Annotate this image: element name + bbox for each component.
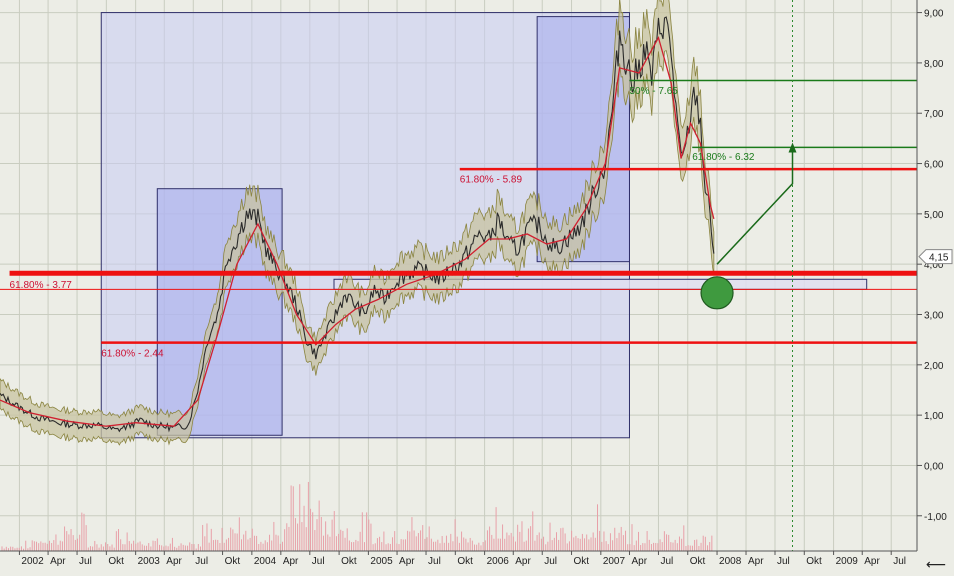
x-tick-label: Apr	[864, 556, 880, 567]
x-tick-label: Apr	[631, 556, 647, 567]
x-axis: 2002 Apr Jul Okt 2003 Apr Jul Okt 2004 Apr Jul Okt 2…	[0, 550, 917, 567]
x-tick-label: Apr	[748, 556, 764, 567]
x-tick-label: Jul	[79, 556, 92, 567]
x-tick-label: Okt	[574, 556, 590, 567]
y-tick-label: 7,00	[924, 109, 944, 120]
retracement-label: 61.80% - 5.89	[460, 175, 523, 186]
x-tick-label: Jul	[893, 556, 906, 567]
y-tick-label: -1,00	[924, 512, 947, 523]
x-tick-label: Jul	[544, 556, 557, 567]
y-tick-label: 1,00	[924, 411, 944, 422]
retracement-label: 61.80% - 3.77	[10, 280, 73, 291]
y-tick-label: 9,00	[924, 9, 944, 20]
projection-arrow	[716, 148, 794, 265]
arrow-left-icon: ⟵	[926, 557, 946, 573]
y-tick-label: 5,00	[924, 210, 944, 221]
support-marker	[700, 276, 734, 310]
retracement-label: 61.80% - 6.32	[692, 152, 755, 163]
last-price-badge-shape	[918, 249, 953, 265]
y-tick-label: 3,00	[924, 310, 944, 321]
retracement-label: 50% - 7.65	[629, 86, 678, 97]
fibonacci-lines	[0, 79, 917, 344]
x-tick-label: Okt	[457, 556, 473, 567]
y-tick-label: 2,00	[924, 361, 944, 372]
x-tick-label: Jul	[428, 556, 441, 567]
x-tick-label: Apr	[399, 556, 415, 567]
x-tick-label: 2007	[603, 556, 626, 567]
x-tick-label: Okt	[341, 556, 357, 567]
arrow-head-icon	[788, 142, 797, 153]
y-axis-background	[917, 0, 954, 576]
x-tick-label: Okt	[225, 556, 241, 567]
y-tick-label: 0,00	[924, 461, 944, 472]
x-tick-label: Apr	[50, 556, 66, 567]
last-price-badge: 4,15	[918, 249, 953, 265]
y-tick-label: 6,00	[924, 160, 944, 171]
y-axis: 9,00 8,00 7,00 6,00 5,00 4,00 3,00 2,00 1,00 0,00…	[916, 0, 954, 576]
x-tick-label: Okt	[806, 556, 822, 567]
x-tick-label: Jul	[777, 556, 790, 567]
volume-bars	[1, 481, 713, 551]
x-tick-label: 2008	[719, 556, 742, 567]
y-tick-label: 8,00	[924, 59, 944, 70]
x-tick-label: Jul	[312, 556, 325, 567]
x-tick-label: Jul	[660, 556, 673, 567]
retracement-label: 61.80% - 2.44	[101, 348, 164, 359]
x-tick-label: 2006	[487, 556, 510, 567]
annotation-labels: 61.80% - 3.77 61.80% - 2.44 61.80% - 5.89 6…	[10, 86, 755, 359]
x-tick-label: Apr	[515, 556, 531, 567]
x-tick-label: Apr	[283, 556, 299, 567]
x-tick-label: 2003	[138, 556, 161, 567]
x-tick-label: Okt	[690, 556, 706, 567]
price-line	[0, 16, 715, 433]
x-tick-label: Okt	[108, 556, 124, 567]
x-tick-label: Apr	[166, 556, 182, 567]
target-overlay	[700, 0, 797, 551]
x-tick-label: 2004	[254, 556, 277, 567]
x-tick-label: 2005	[370, 556, 393, 567]
x-tick-label: 2002	[21, 556, 44, 567]
x-tick-label: Jul	[195, 556, 208, 567]
x-tick-label: 2009	[836, 556, 859, 567]
last-price-label: 4,15	[929, 253, 949, 264]
y-tick-label: 4,00	[924, 260, 944, 271]
scroll-left-button[interactable]: ⟵	[919, 555, 953, 575]
